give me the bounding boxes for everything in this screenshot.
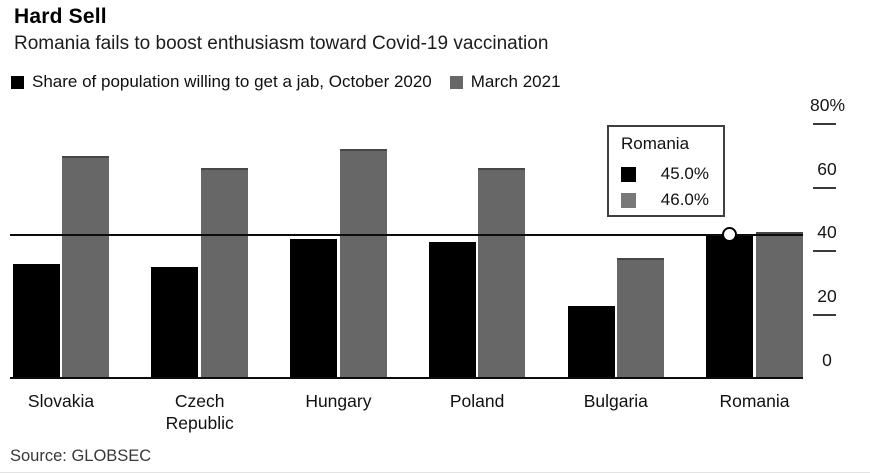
x-axis-label-poland: Poland [449,391,505,411]
y-axis-tick-mark-40 [813,250,836,253]
tooltip: Romania 45.0% 46.0% [607,125,725,217]
y-axis-tick-label-80: 80% [810,94,846,115]
x-axis-label-slovakia: Slovakia [27,391,95,411]
x-axis-label-bulgaria: Bulgaria [583,391,648,411]
legend-label-mar-2021: March 2021 [470,72,561,91]
x-axis-label-romania: Romania [719,391,790,411]
y-axis-tick-mark-20 [813,314,836,317]
bar-poland-mar-2021[interactable] [478,168,526,379]
y-axis-tick-label-60: 60 [817,158,837,179]
y-axis-tick-label-20: 20 [817,286,837,307]
bar-hungary-mar-2021[interactable] [339,149,387,379]
bar-czech-republic-oct-2020[interactable] [151,267,199,379]
x-axis-label-hungary: Hungary [305,391,372,411]
y-axis-tick-mark-80 [813,122,836,125]
tooltip-swatch-mar-2021-icon [621,192,636,208]
bar-bulgaria-mar-2021[interactable] [617,257,665,379]
legend: Share of population willing to get a jab… [11,72,561,92]
chart-subtitle: Romania fails to boost enthusiasm toward… [14,33,549,54]
legend-item-oct-2020: Share of population willing to get a jab… [11,72,432,92]
legend-item-mar-2021: March 2021 [449,72,561,92]
y-axis-tick-label-0: 0 [822,350,832,370]
y-axis-tick-label-40: 40 [817,222,837,243]
reference-line [10,234,803,237]
tooltip-title: Romania [621,134,690,153]
tooltip-value-mar-2021: 46.0% [660,190,709,209]
x-axis-label-czech-republic: Czech Republic [165,391,234,433]
x-axis-line [10,377,803,379]
bar-slovakia-mar-2021[interactable] [62,155,110,379]
source-note: Source: GLOBSEC [10,447,152,465]
legend-label-oct-2020: Share of population willing to get a jab… [32,72,432,91]
bar-bulgaria-oct-2020[interactable] [567,305,615,379]
bar-slovakia-oct-2020[interactable] [12,264,60,379]
tooltip-value-oct-2020: 45.0% [660,164,709,183]
tooltip-row-oct-2020: 45.0% [621,161,709,187]
bar-poland-oct-2020[interactable] [428,241,476,379]
tooltip-swatch-oct-2020-icon [621,166,636,182]
chart-title: Hard Sell [14,5,107,28]
tooltip-row-mar-2021: 46.0% [621,187,709,213]
hover-point-marker [721,227,737,243]
y-axis-tick-mark-60 [813,186,836,189]
bar-romania-oct-2020[interactable] [706,235,754,379]
bar-czech-republic-mar-2021[interactable] [201,168,248,379]
legend-swatch-mar-2021-icon [449,75,463,89]
bar-romania-mar-2021[interactable] [755,232,803,379]
legend-swatch-oct-2020-icon [11,75,24,89]
bar-hungary-oct-2020[interactable] [290,238,338,379]
